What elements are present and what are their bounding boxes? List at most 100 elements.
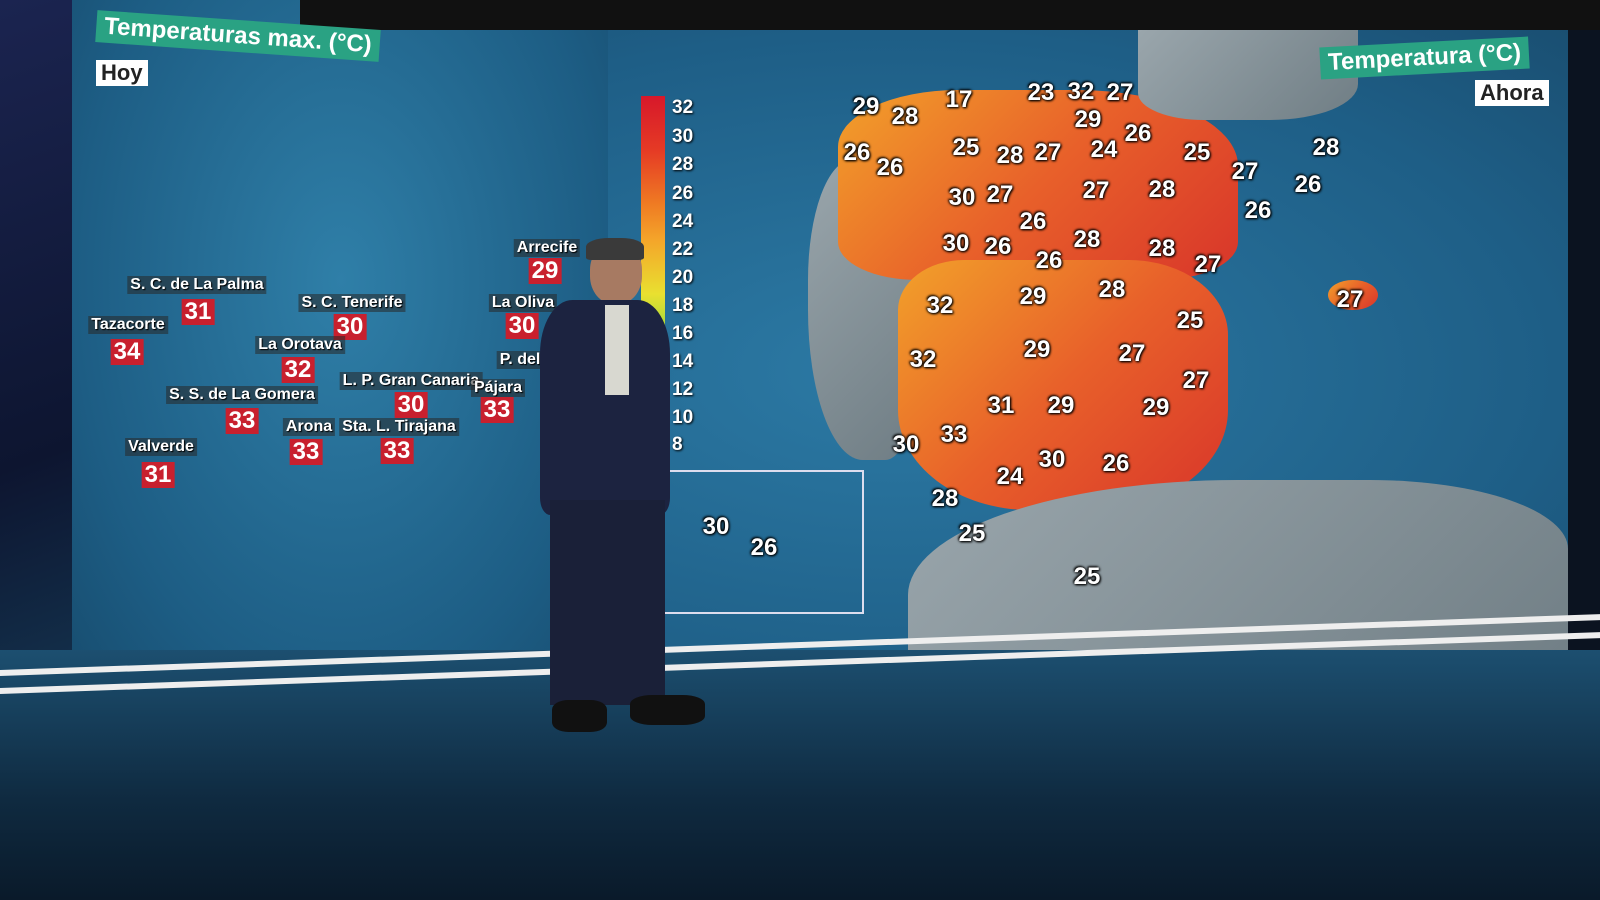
right-map-subtitle: Ahora <box>1475 80 1549 106</box>
city-temperature: 32 <box>1067 78 1095 105</box>
city-temperature: 26 <box>1294 171 1322 198</box>
legend-tick-label: 12 <box>672 379 694 400</box>
city-temperature: 28 <box>931 485 959 512</box>
city-temperature: 30 <box>1038 446 1066 473</box>
legend-tick-label: 8 <box>672 434 683 455</box>
city-temperature: 28 <box>1148 235 1176 262</box>
city-temperature: 25 <box>958 520 986 547</box>
studio-wall <box>0 0 75 760</box>
station-temperature: 29 <box>528 258 562 284</box>
studio-ceiling <box>300 0 1600 30</box>
legend-tick-label: 14 <box>672 351 694 372</box>
city-temperature: 26 <box>984 233 1012 260</box>
legend-tick-label: 24 <box>672 211 694 232</box>
station-name: S. S. de La Gomera <box>166 386 318 404</box>
station-name: Sta. L. Tirajana <box>339 418 459 436</box>
station-name: La Orotava <box>255 336 345 354</box>
city-temperature: 25 <box>952 134 980 161</box>
city-temperature: 17 <box>945 86 973 113</box>
city-temperature: 27 <box>1106 79 1134 106</box>
city-temperature: 28 <box>1073 226 1101 253</box>
city-temperature: 26 <box>1244 197 1272 224</box>
station-name: S. C. Tenerife <box>298 294 406 312</box>
station-temperature: 34 <box>110 339 144 365</box>
station-temperature: 33 <box>380 438 414 464</box>
station-name: Tazacorte <box>88 316 168 334</box>
studio-floor <box>0 614 1600 900</box>
city-temperature: 28 <box>1098 276 1126 303</box>
spain-temperature-map <box>608 30 1568 710</box>
legend-tick-label: 28 <box>672 154 694 175</box>
legend-tick-label: 16 <box>672 323 694 344</box>
station-temperature: 31 <box>181 299 215 325</box>
station-temperature: 33 <box>225 408 259 434</box>
left-map-subtitle: Hoy <box>96 60 148 86</box>
city-temperature: 28 <box>891 103 919 130</box>
city-temperature: 26 <box>1035 247 1063 274</box>
station-temperature: 33 <box>480 397 514 423</box>
inset-temperature: 30 <box>702 513 730 540</box>
station-name: L. P. Gran Canaria <box>339 372 483 390</box>
station-name: S. C. de La Palma <box>127 276 267 294</box>
city-temperature: 31 <box>987 392 1015 419</box>
legend-tick-label: 26 <box>672 183 694 204</box>
city-temperature: 27 <box>1082 177 1110 204</box>
city-temperature: 27 <box>1034 139 1062 166</box>
city-temperature: 25 <box>1183 139 1211 166</box>
city-temperature: 30 <box>948 184 976 211</box>
city-temperature: 28 <box>1148 176 1176 203</box>
city-temperature: 28 <box>1312 134 1340 161</box>
station-temperature: 30 <box>505 313 539 339</box>
station-name: Pájara <box>470 379 526 397</box>
city-temperature: 26 <box>843 139 871 166</box>
station-temperature: 32 <box>281 357 315 383</box>
city-temperature: 32 <box>909 346 937 373</box>
city-temperature: 27 <box>1118 340 1146 367</box>
city-temperature: 24 <box>996 463 1024 490</box>
city-temperature: 27 <box>1336 286 1364 313</box>
city-temperature: 24 <box>1090 136 1118 163</box>
legend-tick-label: 10 <box>672 407 694 428</box>
city-temperature: 33 <box>940 421 968 448</box>
station-name: Arrecife <box>513 239 581 257</box>
city-temperature: 29 <box>1047 392 1075 419</box>
city-temperature: 29 <box>1019 283 1047 310</box>
city-temperature: 25 <box>1176 307 1204 334</box>
city-temperature: 27 <box>1231 158 1259 185</box>
spain-south-land <box>898 260 1228 510</box>
balearic-islands <box>1328 280 1378 310</box>
city-temperature: 30 <box>942 230 970 257</box>
city-temperature: 29 <box>1023 336 1051 363</box>
station-temperature: 31 <box>141 462 175 488</box>
city-temperature: 29 <box>852 93 880 120</box>
city-temperature: 27 <box>986 181 1014 208</box>
station-name: Arona <box>282 418 336 436</box>
station-name: La Oliva <box>488 294 558 312</box>
city-temperature: 26 <box>1102 450 1130 477</box>
legend-tick-label: 22 <box>672 239 694 260</box>
city-temperature: 26 <box>876 154 904 181</box>
city-temperature: 26 <box>1124 120 1152 147</box>
city-temperature: 32 <box>926 292 954 319</box>
station-temperature: 30 <box>333 314 367 340</box>
city-temperature: 25 <box>1073 563 1101 590</box>
station-temperature: 30 <box>394 392 428 418</box>
spain-north-land <box>838 90 1238 280</box>
city-temperature: 30 <box>892 431 920 458</box>
station-name: Valverde <box>125 438 197 456</box>
city-temperature: 23 <box>1027 79 1055 106</box>
city-temperature: 26 <box>1019 208 1047 235</box>
legend-tick-label: 18 <box>672 295 694 316</box>
city-temperature: 29 <box>1074 106 1102 133</box>
city-temperature: 27 <box>1182 367 1210 394</box>
station-temperature: 33 <box>289 439 323 465</box>
legend-tick-label: 30 <box>672 126 694 147</box>
legend-tick-label: 32 <box>672 97 694 118</box>
city-temperature: 28 <box>996 142 1024 169</box>
station-name: P. del <box>496 351 544 369</box>
city-temperature: 27 <box>1194 251 1222 278</box>
city-temperature: 29 <box>1142 394 1170 421</box>
legend-tick-label: 20 <box>672 267 694 288</box>
inset-temperature: 26 <box>750 534 778 561</box>
